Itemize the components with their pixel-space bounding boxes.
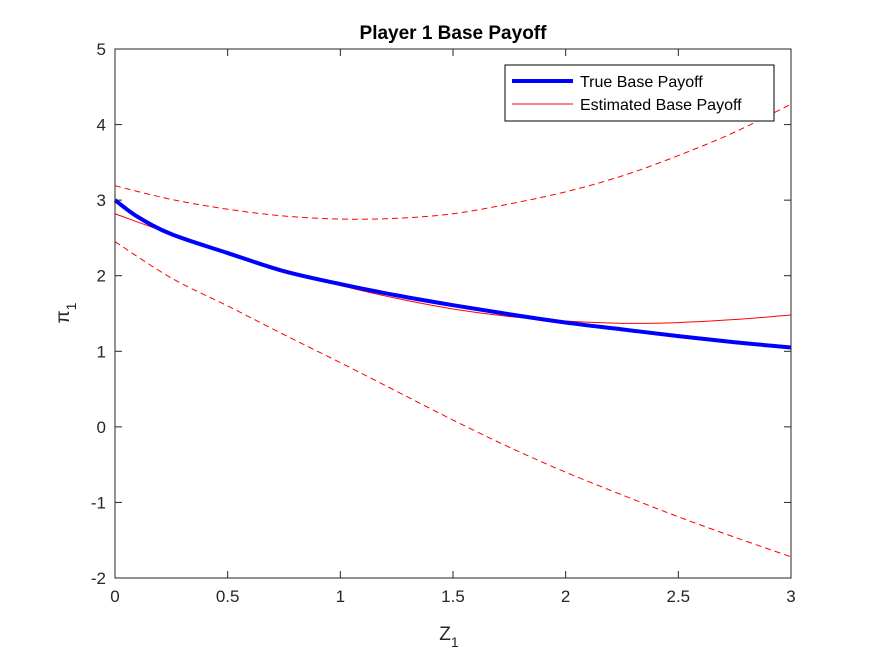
y-tick-label: 3 — [97, 191, 106, 210]
y-axis-label: π1 — [53, 302, 79, 323]
legend-box — [504, 64, 775, 122]
legend-entry-true-base-payoff: True Base Payoff — [580, 74, 703, 91]
ticks-layer: 0 0.5 1 1.5 2 2.5 3 -2 -1 0 1 2 3 4 5 — [91, 40, 796, 606]
legend-entry-estimated-base-payoff: Estimated Base Payoff — [580, 97, 742, 114]
legend: True Base Payoff Estimated Base Payoff — [504, 64, 775, 122]
x-tick-label: 1 — [336, 587, 345, 606]
x-tick-label: 2 — [561, 587, 570, 606]
x-tick-label: 1.5 — [441, 587, 465, 606]
x-tick-label: 0.5 — [216, 587, 240, 606]
y-axis-label-subscript: 1 — [63, 302, 79, 310]
chart-title: Player 1 Base Payoff — [360, 23, 548, 44]
x-tick-label: 0 — [110, 587, 119, 606]
x-axis-label: Z1 — [439, 624, 459, 650]
series-upper-bound — [114, 103, 792, 220]
y-tick-label: 1 — [97, 342, 106, 361]
y-tick-label: 5 — [97, 40, 106, 59]
x-axis-label-base: Z — [439, 624, 451, 645]
y-axis-label-base: π — [53, 310, 74, 323]
y-tick-label: 0 — [97, 418, 106, 437]
y-tick-label: -1 — [91, 493, 106, 512]
x-axis-label-subscript: 1 — [451, 634, 459, 650]
series-layer — [113, 103, 792, 558]
y-tick-label: 4 — [97, 116, 106, 135]
plot-area — [115, 49, 791, 578]
series-true-base-payoff — [113, 198, 792, 350]
y-tick-label: -2 — [91, 569, 106, 588]
x-tick-label: 3 — [786, 587, 795, 606]
series-lower-bound — [114, 241, 792, 558]
x-tick-label: 2.5 — [667, 587, 691, 606]
y-tick-label: 2 — [97, 267, 106, 286]
